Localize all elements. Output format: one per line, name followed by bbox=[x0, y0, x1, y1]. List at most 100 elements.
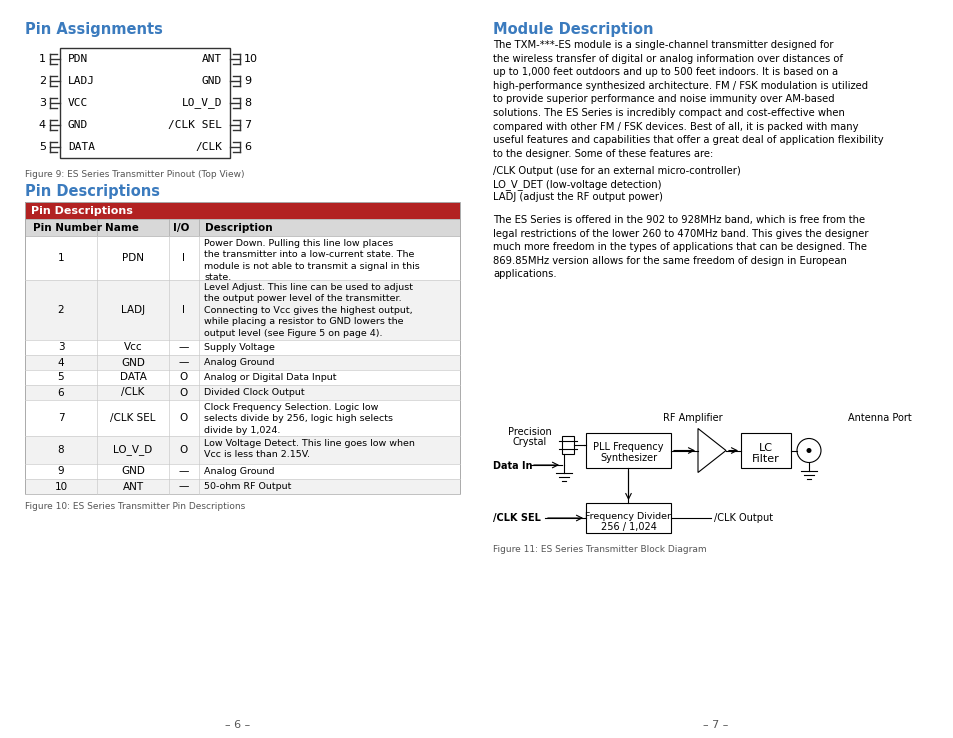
Bar bbox=[25, 280, 459, 340]
Text: 9: 9 bbox=[244, 76, 251, 86]
Bar bbox=[585, 433, 670, 468]
Text: /CLK SEL: /CLK SEL bbox=[111, 413, 155, 423]
Circle shape bbox=[805, 448, 811, 453]
Text: Description: Description bbox=[205, 223, 273, 233]
Bar bbox=[25, 479, 459, 494]
Text: Low Voltage Detect. This line goes low when
Vcc is less than 2.15V.: Low Voltage Detect. This line goes low w… bbox=[204, 439, 415, 460]
Bar bbox=[25, 400, 459, 436]
Text: LADJ: LADJ bbox=[121, 305, 145, 315]
Text: LADJ (adjust the RF output power): LADJ (adjust the RF output power) bbox=[493, 192, 662, 202]
Text: – 7 –: – 7 – bbox=[702, 720, 728, 730]
Text: Divided Clock Output: Divided Clock Output bbox=[204, 388, 304, 397]
Text: /CLK Output (use for an external micro-controller): /CLK Output (use for an external micro-c… bbox=[493, 166, 740, 176]
Text: Filter: Filter bbox=[751, 454, 779, 464]
Text: ANT: ANT bbox=[122, 481, 143, 492]
Text: Pin Descriptions: Pin Descriptions bbox=[25, 184, 160, 199]
Text: 8: 8 bbox=[244, 98, 251, 108]
Text: 8: 8 bbox=[57, 445, 64, 455]
Text: Supply Voltage: Supply Voltage bbox=[204, 343, 274, 352]
Bar bbox=[585, 503, 670, 533]
Text: Level Adjust. This line can be used to adjust
the output power level of the tran: Level Adjust. This line can be used to a… bbox=[204, 283, 413, 338]
Text: 6: 6 bbox=[244, 142, 251, 152]
Text: Module Description: Module Description bbox=[493, 22, 653, 37]
Text: /CLK: /CLK bbox=[194, 142, 222, 152]
Text: O: O bbox=[180, 387, 188, 398]
Text: PLL Frequency: PLL Frequency bbox=[593, 442, 663, 452]
Text: —: — bbox=[178, 342, 189, 353]
Text: PDN: PDN bbox=[122, 253, 144, 263]
Text: Analog or Digital Data Input: Analog or Digital Data Input bbox=[204, 373, 336, 382]
Text: 1: 1 bbox=[39, 54, 46, 64]
Text: Pin Descriptions: Pin Descriptions bbox=[30, 206, 132, 216]
Text: 3: 3 bbox=[57, 342, 64, 353]
Text: 3: 3 bbox=[39, 98, 46, 108]
Bar bbox=[561, 436, 574, 454]
Text: The ES Series is offered in the 902 to 928MHz band, which is free from the
legal: The ES Series is offered in the 902 to 9… bbox=[493, 215, 867, 280]
Bar bbox=[25, 219, 459, 236]
Bar bbox=[25, 370, 459, 385]
Text: Figure 9: ES Series Transmitter Pinout (Top View): Figure 9: ES Series Transmitter Pinout (… bbox=[25, 170, 244, 179]
Text: 6: 6 bbox=[57, 387, 64, 398]
Text: LO_V_D: LO_V_D bbox=[113, 444, 152, 455]
Text: ANT: ANT bbox=[201, 54, 222, 64]
Text: Analog Ground: Analog Ground bbox=[204, 467, 274, 476]
Text: LO_V_D: LO_V_D bbox=[181, 97, 222, 108]
Text: DATA: DATA bbox=[68, 142, 95, 152]
Text: 9: 9 bbox=[57, 466, 64, 477]
Bar bbox=[25, 202, 459, 219]
Text: O: O bbox=[180, 413, 188, 423]
Text: 4: 4 bbox=[57, 357, 64, 368]
Text: I: I bbox=[182, 253, 185, 263]
Text: GND: GND bbox=[201, 76, 222, 86]
Text: /CLK SEL: /CLK SEL bbox=[168, 120, 222, 130]
Bar bbox=[25, 202, 459, 494]
Bar bbox=[25, 436, 459, 464]
Text: 256 / 1,024: 256 / 1,024 bbox=[600, 522, 656, 532]
Text: PDN: PDN bbox=[68, 54, 89, 64]
Text: 1: 1 bbox=[57, 253, 64, 263]
Text: Crystal: Crystal bbox=[513, 437, 547, 447]
Text: LADJ: LADJ bbox=[68, 76, 95, 86]
Bar bbox=[60, 48, 230, 158]
Text: Figure 10: ES Series Transmitter Pin Descriptions: Figure 10: ES Series Transmitter Pin Des… bbox=[25, 502, 245, 511]
Text: 50-ohm RF Output: 50-ohm RF Output bbox=[204, 482, 291, 491]
Text: GND: GND bbox=[68, 120, 89, 130]
Text: 2: 2 bbox=[39, 76, 46, 86]
Text: Precision: Precision bbox=[507, 427, 551, 437]
Text: The TXM-***-ES module is a single-channel transmitter designed for
the wireless : The TXM-***-ES module is a single-channe… bbox=[493, 40, 882, 159]
Text: Clock Frequency Selection. Logic low
selects divide by 256, logic high selects
d: Clock Frequency Selection. Logic low sel… bbox=[204, 403, 393, 435]
Bar bbox=[25, 464, 459, 479]
Text: —: — bbox=[178, 481, 189, 492]
Text: DATA: DATA bbox=[119, 373, 146, 382]
Text: Figure 11: ES Series Transmitter Block Diagram: Figure 11: ES Series Transmitter Block D… bbox=[493, 545, 706, 554]
Text: 7: 7 bbox=[57, 413, 64, 423]
Text: GND: GND bbox=[121, 466, 145, 477]
Text: 10: 10 bbox=[54, 481, 68, 492]
Text: 2: 2 bbox=[57, 305, 64, 315]
Text: /CLK Output: /CLK Output bbox=[713, 513, 772, 523]
Text: Frequency Divider: Frequency Divider bbox=[585, 512, 671, 521]
Text: I: I bbox=[182, 305, 185, 315]
Text: LC: LC bbox=[759, 443, 772, 453]
Text: Name: Name bbox=[105, 223, 139, 233]
Text: RF Amplifier: RF Amplifier bbox=[662, 413, 721, 423]
Text: O: O bbox=[180, 373, 188, 382]
Text: 10: 10 bbox=[244, 54, 257, 64]
Text: —: — bbox=[178, 466, 189, 477]
Text: /CLK: /CLK bbox=[121, 387, 145, 398]
Text: Pin Assignments: Pin Assignments bbox=[25, 22, 163, 37]
Text: O: O bbox=[180, 445, 188, 455]
Text: 5: 5 bbox=[39, 142, 46, 152]
Bar bbox=[25, 385, 459, 400]
Text: Pin Number: Pin Number bbox=[33, 223, 102, 233]
Text: I/O: I/O bbox=[172, 223, 190, 233]
Text: Synthesizer: Synthesizer bbox=[599, 453, 657, 463]
Bar bbox=[740, 433, 790, 468]
Text: /CLK SEL: /CLK SEL bbox=[493, 513, 540, 523]
Text: Power Down. Pulling this line low places
the transmitter into a low-current stat: Power Down. Pulling this line low places… bbox=[204, 239, 419, 283]
Text: GND: GND bbox=[121, 357, 145, 368]
Text: Vcc: Vcc bbox=[124, 342, 142, 353]
Bar bbox=[25, 340, 459, 355]
Text: Antenna Port: Antenna Port bbox=[847, 413, 911, 423]
Bar bbox=[25, 236, 459, 280]
